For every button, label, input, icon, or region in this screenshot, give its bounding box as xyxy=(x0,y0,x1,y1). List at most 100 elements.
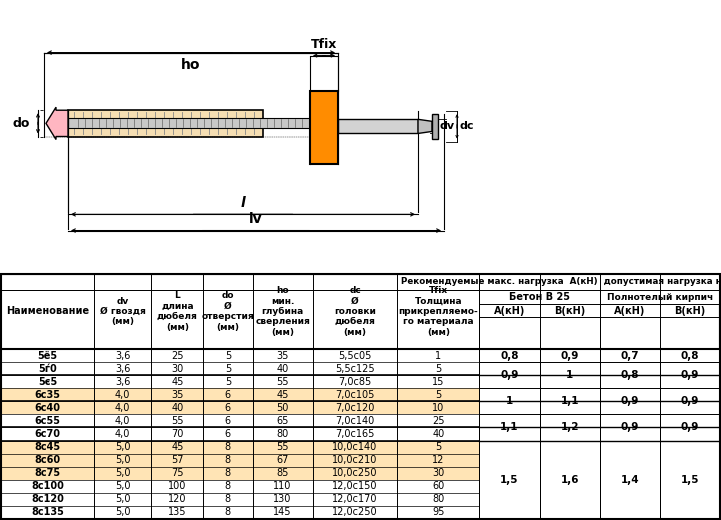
Bar xyxy=(94,388,151,401)
Text: 0,8: 0,8 xyxy=(621,370,639,380)
Text: 7,0с120: 7,0с120 xyxy=(335,403,375,413)
Bar xyxy=(94,362,151,375)
Bar xyxy=(203,440,252,453)
Bar xyxy=(397,414,479,427)
Bar xyxy=(151,362,203,375)
Text: dc
Ø
головки
дюбеля
(мм): dc Ø головки дюбеля (мм) xyxy=(334,286,376,337)
Bar xyxy=(252,427,313,440)
Text: 85: 85 xyxy=(276,468,289,478)
Bar xyxy=(68,110,263,136)
Text: 3,6: 3,6 xyxy=(115,376,131,387)
Bar xyxy=(313,493,397,506)
Text: 5: 5 xyxy=(435,442,441,452)
Text: 5: 5 xyxy=(435,390,441,400)
Text: 8: 8 xyxy=(225,455,231,465)
Bar xyxy=(313,466,397,480)
Bar xyxy=(600,349,660,362)
Text: 110: 110 xyxy=(273,482,292,491)
Text: 40: 40 xyxy=(276,363,288,373)
Bar xyxy=(313,388,397,401)
Text: 8: 8 xyxy=(225,508,231,517)
Text: 1,5: 1,5 xyxy=(681,475,699,485)
Text: 12,0с170: 12,0с170 xyxy=(332,495,378,504)
Text: 50: 50 xyxy=(276,403,289,413)
Text: 25: 25 xyxy=(171,350,184,360)
Text: 6с70: 6с70 xyxy=(35,429,61,439)
Bar xyxy=(94,375,151,388)
Bar xyxy=(539,362,600,388)
Bar xyxy=(252,362,313,375)
Bar xyxy=(310,91,338,164)
Text: 4,0: 4,0 xyxy=(115,429,131,439)
Text: 95: 95 xyxy=(432,508,445,517)
Text: Рекомендуемые макс. нагрузка  A(кН)  допустимая нагрузка на вырыв  B(кН): Рекомендуемые макс. нагрузка A(кН) допус… xyxy=(401,278,721,287)
Bar xyxy=(94,506,151,519)
Text: 55: 55 xyxy=(276,442,289,452)
Bar xyxy=(94,349,151,362)
Text: 1,6: 1,6 xyxy=(560,475,579,485)
Bar xyxy=(313,362,397,375)
Bar xyxy=(397,274,479,349)
Text: 8с75: 8с75 xyxy=(35,468,61,478)
Bar xyxy=(151,274,203,349)
Text: 1,2: 1,2 xyxy=(560,422,579,433)
Bar xyxy=(600,362,660,388)
Bar xyxy=(203,414,252,427)
Bar xyxy=(397,375,479,388)
Bar xyxy=(1,349,94,362)
Bar xyxy=(151,388,203,401)
Text: dc: dc xyxy=(460,121,474,132)
Bar xyxy=(397,480,479,493)
Bar xyxy=(479,414,539,440)
Bar xyxy=(151,375,203,388)
Text: 30: 30 xyxy=(433,468,445,478)
Text: 8: 8 xyxy=(225,468,231,478)
Text: 4,0: 4,0 xyxy=(115,403,131,413)
Bar xyxy=(397,427,479,440)
Text: 3,6: 3,6 xyxy=(115,363,131,373)
Text: 8с100: 8с100 xyxy=(31,482,64,491)
Text: 12,0с150: 12,0с150 xyxy=(332,482,378,491)
Text: 1: 1 xyxy=(435,350,441,360)
Bar xyxy=(539,388,600,414)
Bar xyxy=(397,466,479,480)
Text: 25: 25 xyxy=(432,416,445,426)
Text: 0,9: 0,9 xyxy=(681,422,699,433)
Text: 35: 35 xyxy=(276,350,289,360)
Bar xyxy=(1,466,94,480)
Bar xyxy=(252,274,313,349)
Bar xyxy=(397,493,479,506)
Bar xyxy=(1,274,94,349)
Text: 30: 30 xyxy=(171,363,183,373)
Bar xyxy=(479,290,600,304)
Text: 70: 70 xyxy=(171,429,184,439)
Text: 5,0: 5,0 xyxy=(115,442,131,452)
Text: l: l xyxy=(241,197,245,210)
Bar xyxy=(203,349,252,362)
Bar xyxy=(151,401,203,414)
Bar xyxy=(252,493,313,506)
Text: 10,0с250: 10,0с250 xyxy=(332,468,378,478)
Text: A(кН): A(кН) xyxy=(494,305,525,316)
Text: Бетон В 25: Бетон В 25 xyxy=(509,292,570,302)
Text: 5ѓ0: 5ѓ0 xyxy=(38,363,57,373)
Text: 57: 57 xyxy=(171,455,184,465)
Text: 1,1: 1,1 xyxy=(500,422,518,433)
Bar xyxy=(479,349,539,362)
Text: 0,9: 0,9 xyxy=(681,396,699,406)
Bar xyxy=(479,274,720,290)
Bar xyxy=(252,375,313,388)
Text: 0,9: 0,9 xyxy=(500,370,518,380)
Bar xyxy=(1,375,94,388)
Text: 5,0: 5,0 xyxy=(115,508,131,517)
Bar xyxy=(1,401,94,414)
Text: 0,7: 0,7 xyxy=(621,350,639,360)
Text: 5,0: 5,0 xyxy=(115,468,131,478)
Text: 10,0с210: 10,0с210 xyxy=(332,455,378,465)
Bar xyxy=(479,362,539,388)
Text: Наименование: Наименование xyxy=(6,306,89,317)
Bar xyxy=(313,414,397,427)
FancyArrow shape xyxy=(46,107,68,139)
Bar xyxy=(397,453,479,466)
Text: do: do xyxy=(13,117,30,130)
